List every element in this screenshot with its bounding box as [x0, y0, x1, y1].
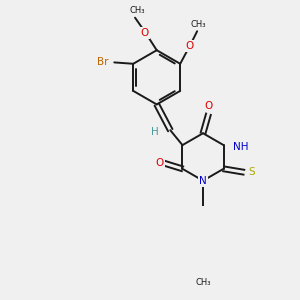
Text: O: O [185, 41, 193, 51]
Text: NH: NH [233, 142, 248, 152]
Text: CH₃: CH₃ [195, 278, 211, 287]
Text: N: N [199, 176, 207, 186]
Text: Br: Br [97, 57, 109, 68]
Text: CH₃: CH₃ [191, 20, 206, 29]
Text: O: O [155, 158, 164, 168]
Text: CH₃: CH₃ [130, 6, 146, 15]
Text: O: O [140, 28, 148, 38]
Text: H: H [152, 127, 159, 137]
Text: S: S [249, 167, 255, 177]
Text: O: O [204, 101, 213, 111]
